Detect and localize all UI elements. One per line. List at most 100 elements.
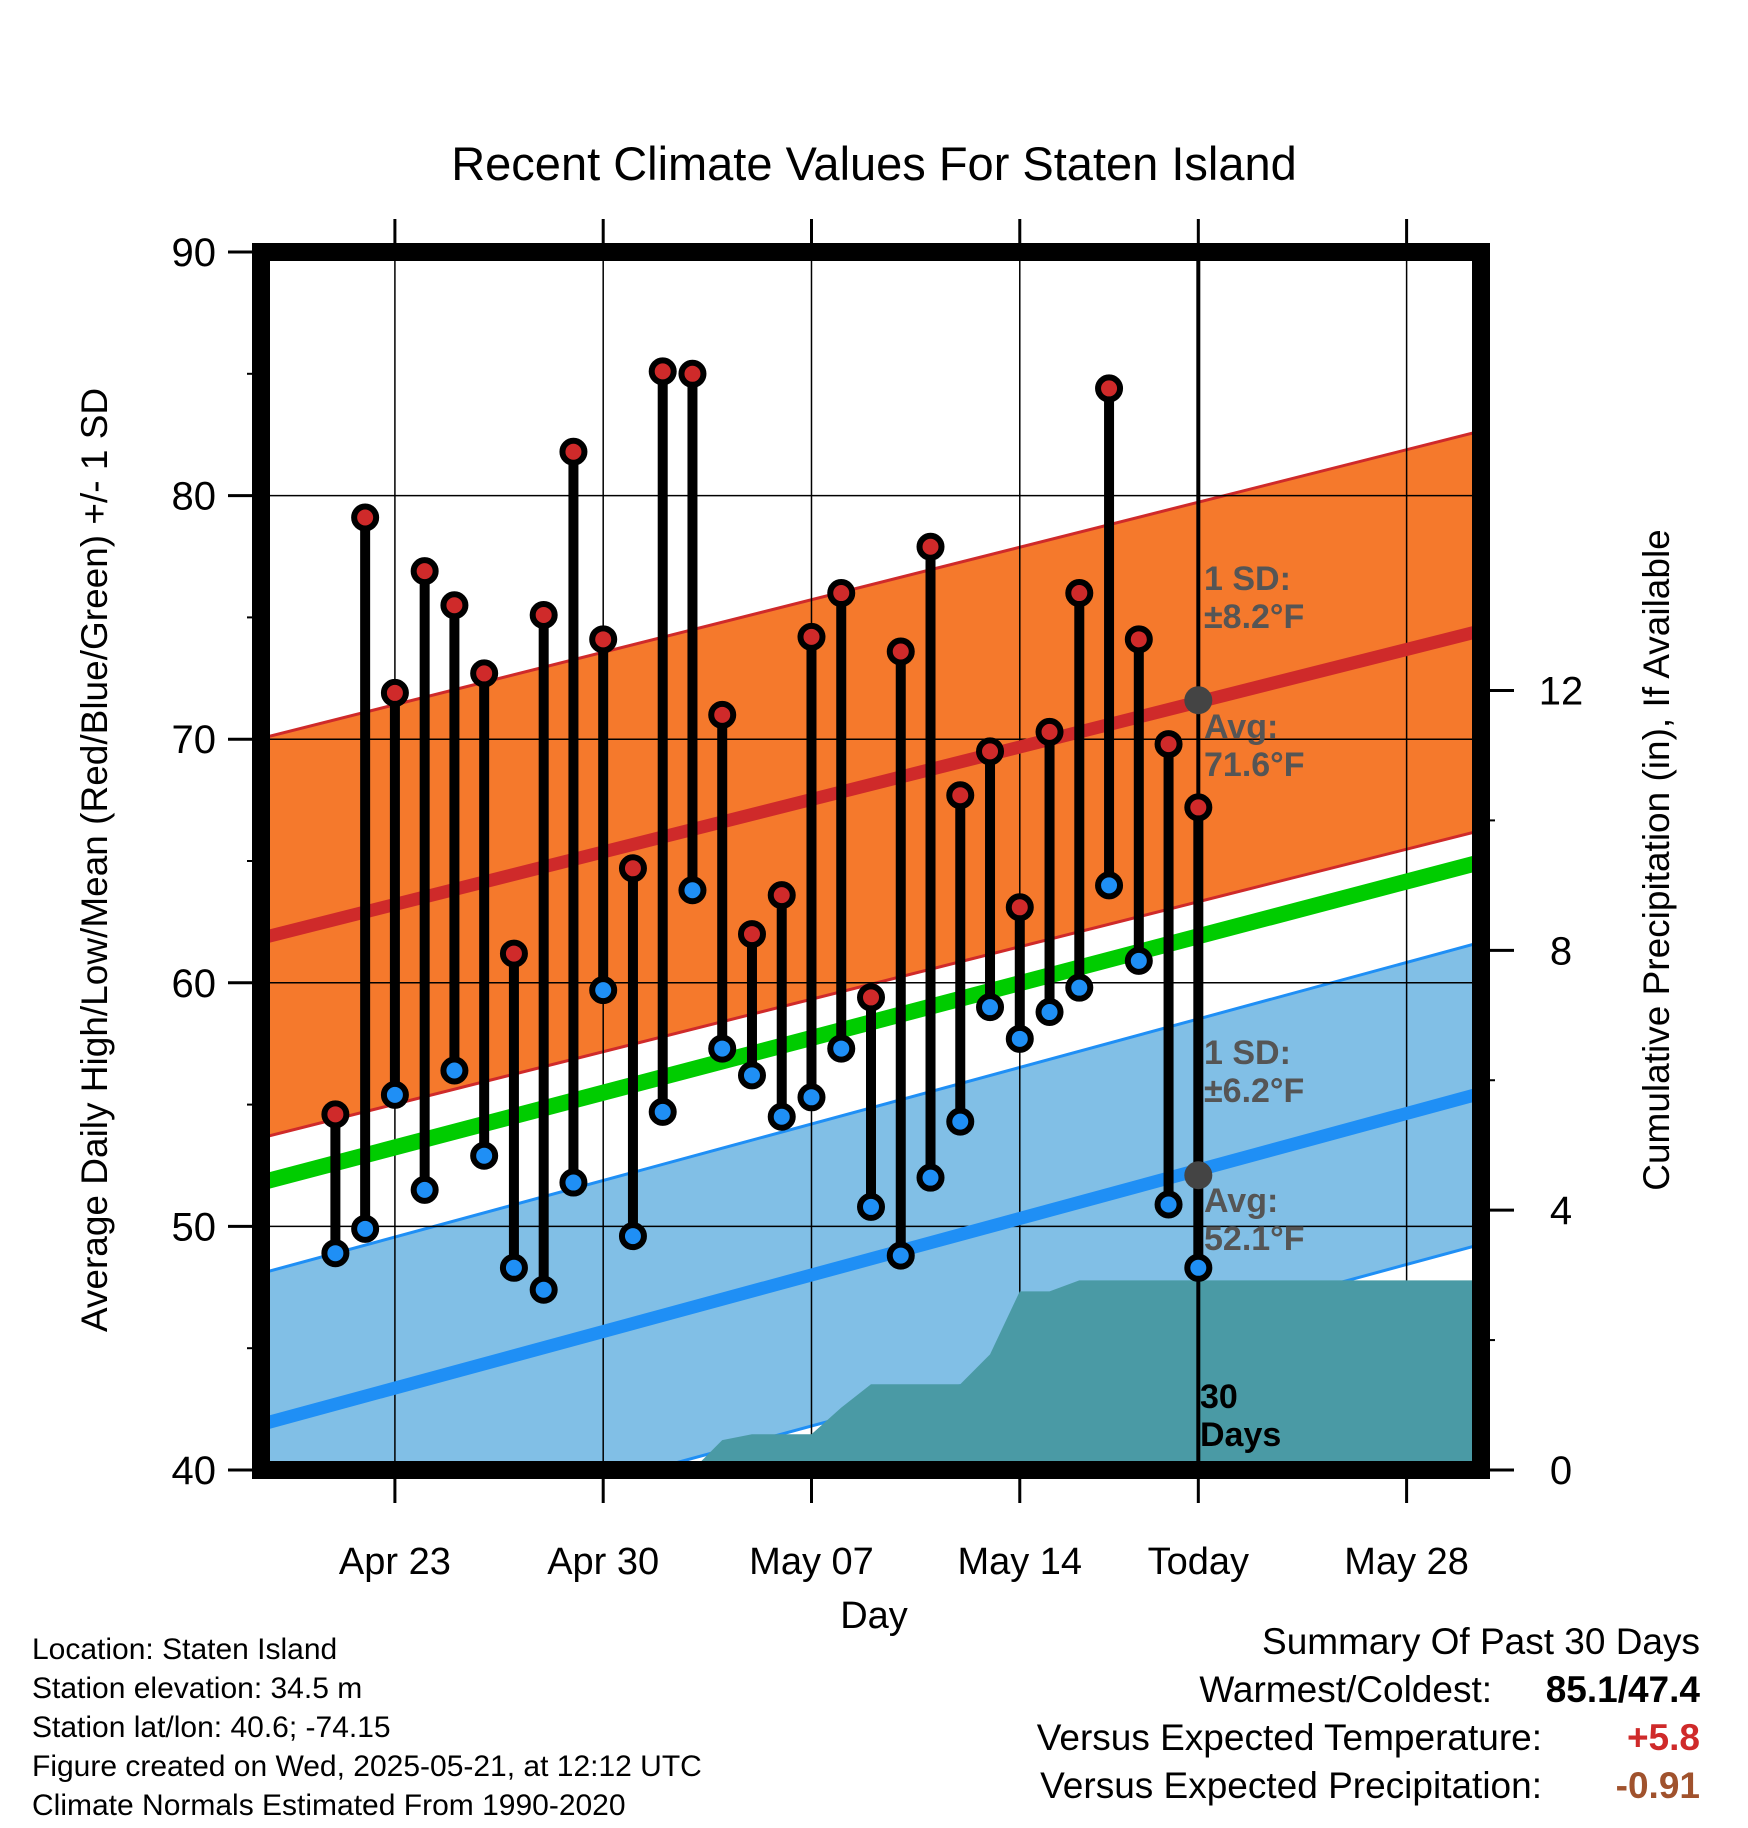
low-temp-point bbox=[589, 976, 618, 1005]
low-temp-point bbox=[827, 1034, 856, 1063]
low-temp-point bbox=[470, 1141, 499, 1170]
x-tick-label: Apr 30 bbox=[547, 1541, 659, 1583]
x-tick-label: May 07 bbox=[749, 1541, 874, 1583]
summary-temp-row: Versus Expected Temperature: +5.8 bbox=[800, 1714, 1700, 1762]
high-temp-point bbox=[499, 939, 528, 968]
low-temp-point bbox=[1184, 1253, 1213, 1282]
low-temp-point bbox=[767, 1102, 796, 1131]
y2-tick-label: 8 bbox=[1550, 929, 1572, 973]
x-axis-label: Day bbox=[840, 1595, 908, 1637]
low-temp-point bbox=[708, 1034, 737, 1063]
low-temp-point bbox=[321, 1239, 350, 1268]
y2-tick-label: 0 bbox=[1550, 1449, 1572, 1493]
high-temp-point bbox=[1095, 374, 1124, 403]
y-tick-label: 80 bbox=[172, 475, 217, 519]
x-tick-label: May 28 bbox=[1344, 1541, 1469, 1583]
high-temp-point bbox=[559, 437, 588, 466]
chart-title: Recent Climate Values For Staten Island bbox=[451, 137, 1297, 190]
low-temp-point bbox=[351, 1214, 380, 1243]
summary-precip-row: Versus Expected Precipitation: -0.91 bbox=[800, 1762, 1700, 1810]
warmest-value: 85.1/47.4 bbox=[1545, 1669, 1700, 1710]
normal-low-line bbox=[261, 1086, 1481, 1431]
low-temp-point bbox=[1154, 1190, 1183, 1219]
elevation-text: Station elevation: 34.5 m bbox=[32, 1672, 363, 1705]
y2-tick-label: 4 bbox=[1550, 1189, 1572, 1233]
high-temp-point bbox=[1005, 893, 1034, 922]
high-temp-point bbox=[648, 357, 677, 386]
y-axis-label: Average Daily High/Low/Mean (Red/Blue/Gr… bbox=[74, 388, 115, 1332]
high-temp-point bbox=[827, 579, 856, 608]
precip-label: Versus Expected Precipitation: bbox=[1040, 1765, 1542, 1806]
today-high-avg-point bbox=[1184, 686, 1213, 715]
high-temp-point bbox=[767, 881, 796, 910]
high-temp-point bbox=[797, 622, 826, 651]
high-temp-point bbox=[1154, 730, 1183, 759]
low-temp-point bbox=[559, 1168, 588, 1197]
high-sd-annotation-line-1: 1 SD: bbox=[1204, 560, 1291, 598]
low-temp-point bbox=[440, 1056, 469, 1085]
summary-title: Summary Of Past 30 Days bbox=[1262, 1621, 1700, 1662]
high-temp-point bbox=[916, 532, 945, 561]
warmest-label: Warmest/Coldest: bbox=[1199, 1669, 1492, 1710]
low-temp-point bbox=[946, 1107, 975, 1136]
y-tick-label: 70 bbox=[172, 718, 217, 762]
x-tick-label: May 14 bbox=[957, 1541, 1082, 1583]
y-tick-label: 40 bbox=[172, 1449, 217, 1493]
precip-area bbox=[335, 1280, 1481, 1470]
temp-value: +5.8 bbox=[1626, 1717, 1700, 1758]
high-sd-band-upper-edge bbox=[261, 429, 1481, 740]
low-temp-point bbox=[1035, 998, 1064, 1027]
high-temp-point bbox=[1184, 793, 1213, 822]
high-temp-point bbox=[737, 920, 766, 949]
today-low-avg-point bbox=[1184, 1161, 1213, 1190]
high-temp-point bbox=[1124, 625, 1153, 654]
high-temp-point bbox=[589, 625, 618, 654]
days-annotation-line-1: 30 bbox=[1200, 1378, 1238, 1416]
high-temp-point bbox=[410, 557, 439, 586]
low-avg-annotation-line-1: Avg: bbox=[1204, 1182, 1278, 1220]
x-tick-label: Apr 23 bbox=[339, 1541, 451, 1583]
high-temp-point bbox=[618, 854, 647, 883]
low-temp-point bbox=[410, 1175, 439, 1204]
high-temp-point bbox=[946, 781, 975, 810]
low-temp-point bbox=[380, 1080, 409, 1109]
y-tick-label: 90 bbox=[172, 231, 217, 275]
low-temp-point bbox=[1095, 871, 1124, 900]
high-temp-point bbox=[708, 700, 737, 729]
low-temp-point bbox=[886, 1241, 915, 1270]
normals-text: Climate Normals Estimated From 1990-2020 bbox=[32, 1789, 626, 1822]
station-info: Location: Staten Island Station elevatio… bbox=[32, 1630, 932, 1825]
high-temp-point bbox=[1035, 717, 1064, 746]
low-avg-annotation-line-2: 52.1°F bbox=[1204, 1220, 1305, 1258]
latlon-text: Station lat/lon: 40.6; -74.15 bbox=[32, 1711, 391, 1744]
high-temp-point bbox=[321, 1100, 350, 1129]
y2-tick-label: 12 bbox=[1539, 669, 1584, 713]
low-temp-point bbox=[648, 1097, 677, 1126]
high-temp-point bbox=[470, 659, 499, 688]
high-temp-point bbox=[529, 600, 558, 629]
high-temp-point bbox=[886, 637, 915, 666]
low-temp-point bbox=[678, 876, 707, 905]
summary-warmest-row: Warmest/Coldest: 85.1/47.4 bbox=[800, 1666, 1700, 1714]
y-tick-label: 60 bbox=[172, 962, 217, 1006]
high-avg-annotation-line-2: 71.6°F bbox=[1204, 746, 1305, 784]
low-temp-point bbox=[529, 1275, 558, 1304]
normal-high-line bbox=[261, 624, 1481, 945]
y2-axis-label: Cumulative Precipitation (in), If Availa… bbox=[1636, 529, 1677, 1191]
low-sd-annotation-line-2: ±6.2°F bbox=[1204, 1072, 1304, 1110]
high-sd-annotation-line-2: ±8.2°F bbox=[1204, 598, 1304, 636]
temp-label: Versus Expected Temperature: bbox=[1036, 1717, 1542, 1758]
high-avg-annotation-line-1: Avg: bbox=[1204, 708, 1278, 746]
x-tick-label: Today bbox=[1148, 1541, 1249, 1583]
precip-value: -0.91 bbox=[1615, 1765, 1700, 1806]
low-temp-point bbox=[857, 1192, 885, 1221]
low-temp-point bbox=[1005, 1024, 1034, 1053]
high-temp-point bbox=[380, 678, 409, 707]
low-temp-point bbox=[1124, 946, 1153, 975]
low-temp-point bbox=[797, 1083, 826, 1112]
low-temp-point bbox=[1065, 973, 1094, 1002]
high-temp-point bbox=[857, 983, 885, 1012]
low-sd-annotation-line-1: 1 SD: bbox=[1204, 1034, 1291, 1072]
location-text: Location: Staten Island bbox=[32, 1633, 338, 1666]
